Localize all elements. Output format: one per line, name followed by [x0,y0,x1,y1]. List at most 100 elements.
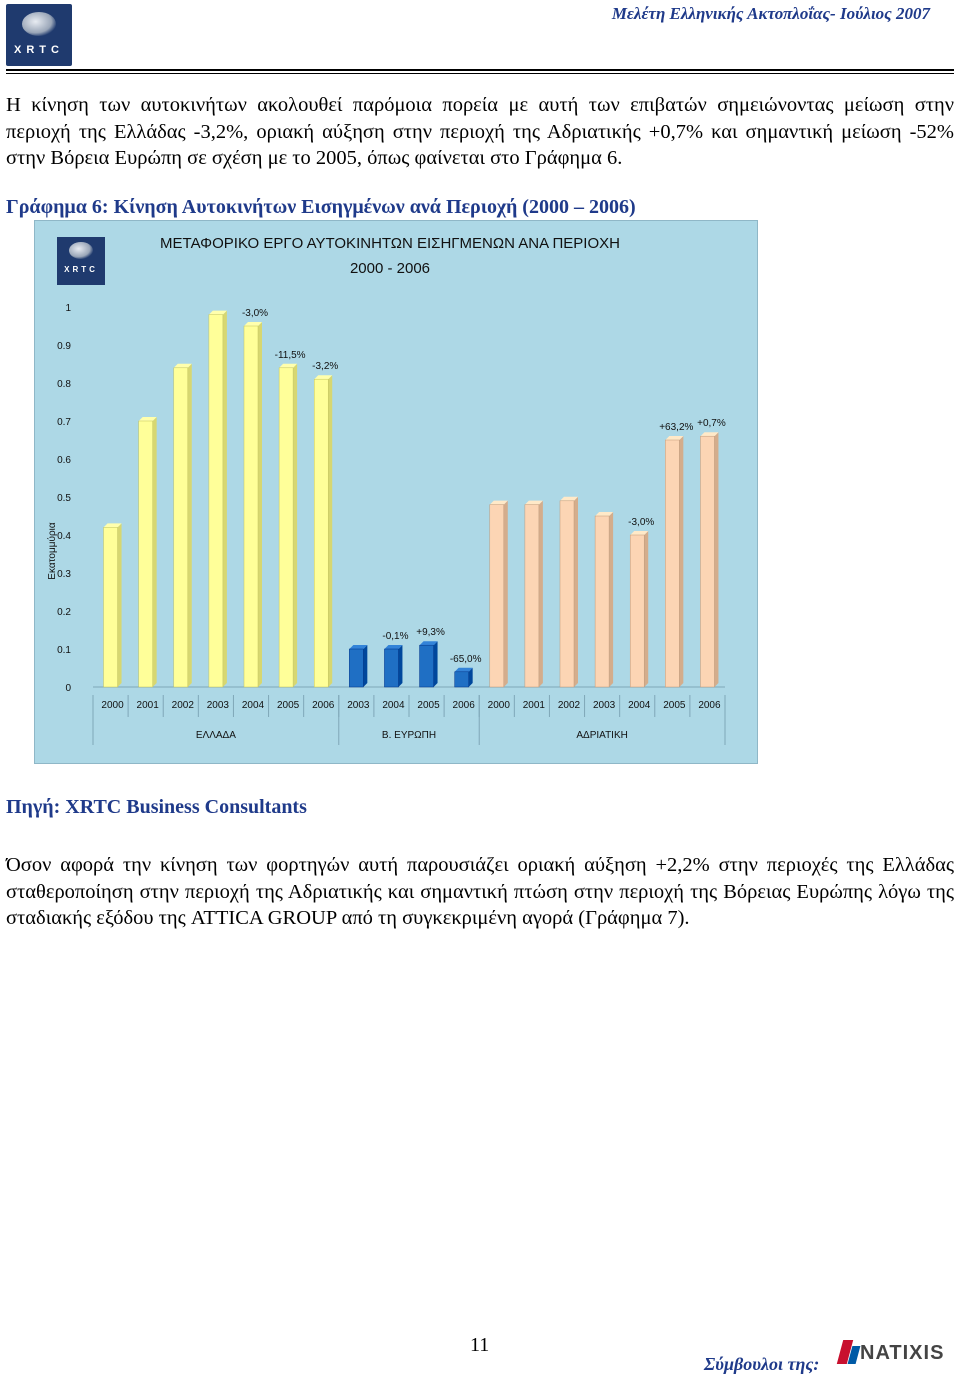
natixis-name: NATIXIS [860,1342,945,1364]
x-tick-label: 2002 [172,700,195,711]
x-tick-label: 2003 [207,700,230,711]
chart-subtitle: 2000 - 2006 [349,260,431,277]
bar-top [244,322,262,326]
bar [629,534,645,688]
x-tick-label: 2000 [101,700,124,711]
y-tick-label: 0.4 [57,531,71,542]
bar-top [208,310,227,315]
y-tick-label: 0.8 [57,379,71,390]
bar-side [258,322,262,687]
x-tick-label: 2000 [488,700,511,711]
bar-top [489,500,508,505]
source-line: Πηγή: XRTC Business Consultants [6,796,307,818]
bar [594,515,610,688]
bar-data-label: +9,3% [416,627,445,638]
bar-side [714,432,719,687]
chart-title: ΜΕΤΑΦΟΡΙΚΟ ΕΡΓΟ ΑΥΤΟΚΙΝΗΤΩΝ ΕΙΣΗΓΜΕΝΩΝ Α… [160,235,620,252]
x-tick-label: 2006 [453,700,476,711]
bar-top [524,500,543,505]
group-label: ΕΛΛΑΔΑ [196,730,236,741]
bar-data-label: -3,2% [312,361,338,372]
bar [665,439,680,688]
bar-top [700,432,719,437]
bar-side [679,436,684,687]
x-tick-label: 2003 [593,700,616,711]
bar-side [503,500,508,687]
bar-side [538,500,543,687]
bar [419,644,434,688]
x-tick-label: 2005 [277,700,300,711]
chart-logo-text: XRTC [64,265,98,274]
bar [278,367,294,688]
x-tick-label: 2006 [698,700,721,711]
figure-caption: Γράφημα 6: Κίνηση Αυτοκινήτων Εισηγμένων… [6,196,636,218]
chart-title-block: ΜΕΤΑΦΟΡΙΚΟ ΕΡΓΟ ΑΥΤΟΚΙΝΗΤΩΝ ΕΙΣΗΓΜΕΝΩΝ Α… [95,231,685,281]
x-tick-label: 2005 [417,700,440,711]
bar-top [349,645,368,649]
bar [313,378,329,688]
y-tick-label: 0 [65,683,71,694]
intro-paragraph: Η κίνηση των αυτοκινήτων ακολουθεί παρόμ… [6,94,954,169]
bar-side [363,645,368,687]
header-title: Μελέτη Ελληνικής Ακτοπλοΐας- Ιούλιος 200… [611,4,930,23]
x-tick-label: 2004 [628,700,651,711]
bar-top [103,523,122,528]
x-tick-label: 2003 [347,700,370,711]
bar-top [279,363,298,368]
bar-side [644,531,649,687]
bar [700,435,715,688]
bar [524,504,540,688]
bar-data-label: -3,0% [628,517,654,528]
bar [349,648,364,688]
group-label: Β. ΕΥΡΩΠΗ [382,730,436,741]
bar-top [630,531,649,535]
x-tick-label: 2002 [558,700,581,711]
bar-side [574,496,578,687]
bar-top [314,375,333,380]
x-tick-label: 2005 [663,700,686,711]
bar-side [152,417,157,687]
group-label: ΑΔΡΙΑΤΙΚΗ [576,730,628,741]
bar-top [173,363,192,368]
xrtc-logo: XRTC [6,4,72,66]
bar-top [138,417,157,421]
bar-top [454,667,473,672]
y-tick-label: 0.3 [57,569,71,580]
bar-top [595,512,614,516]
bar [173,367,189,688]
bar-side [433,641,438,687]
bar-side [468,667,473,687]
logo-swirl-icon [22,12,56,36]
chart-logo: XRTC [57,237,105,285]
bar-data-label: -0,1% [382,631,408,642]
x-tick-label: 2001 [523,700,546,711]
bar-top [665,436,684,440]
y-tick-label: 0.6 [57,455,71,466]
bar [243,325,259,688]
bar-top [419,641,438,646]
bar [559,500,575,688]
bar-data-label: -65,0% [450,654,482,665]
bar-data-label: -11,5% [275,350,306,361]
bar [489,504,505,688]
header-rule [6,69,954,71]
x-tick-label: 2004 [382,700,405,711]
bar-side [187,363,192,687]
bar-side [609,512,614,687]
chart: XRTC ΜΕΤΑΦΟΡΙΚΟ ΕΡΓΟ ΑΥΤΟΚΙΝΗΤΩΝ ΕΙΣΗΓΜΕ… [34,220,758,764]
bar [103,527,118,688]
bar-side [222,310,227,687]
footer-advisors-label: Σύμβουλοι της: [704,1354,820,1374]
y-tick-label: 0.5 [57,493,71,504]
logo-text: XRTC [14,44,64,56]
bar-side [117,523,122,687]
bar [384,648,399,688]
y-tick-label: 1 [65,303,71,314]
y-tick-label: 0.9 [57,341,71,352]
natixis-logo: NATIXIS [836,1338,956,1368]
bar [138,420,153,688]
bar-top [560,496,578,501]
chart-plot: 0 0.1 0.2 0.3 0.4 0.5 0.6 0.7 0.8 0.9 1 2000 2001 200… [57,303,726,745]
bar-data-label: -3,0% [242,308,268,319]
bar [454,671,469,688]
